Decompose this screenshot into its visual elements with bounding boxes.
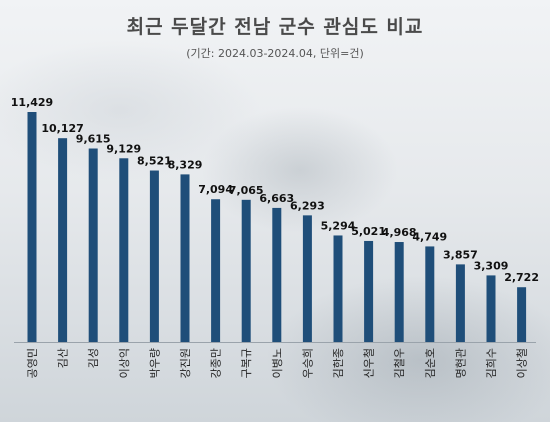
- bar-김순호: [425, 246, 435, 342]
- bar-이상철: [517, 287, 527, 342]
- category-label: 이병노: [271, 348, 284, 378]
- value-label: 2,722: [504, 271, 539, 284]
- category-label: 박우량: [148, 348, 161, 378]
- bar-구복규: [241, 199, 251, 342]
- value-label: 7,094: [198, 183, 233, 196]
- value-label: 4,968: [382, 226, 417, 239]
- bar-명현관: [455, 264, 465, 342]
- category-label: 김순호: [424, 348, 437, 378]
- category-label: 강종만: [210, 348, 223, 378]
- value-label: 8,521: [137, 155, 172, 168]
- category-label: 김한종: [332, 348, 345, 378]
- bar-우승희: [302, 215, 312, 342]
- bar-신우철: [364, 240, 374, 342]
- value-label: 6,293: [290, 199, 325, 212]
- category-label: 구복규: [240, 348, 253, 378]
- value-label: 4,749: [412, 230, 447, 243]
- value-label: 11,429: [11, 96, 53, 109]
- category-label: 강진원: [179, 348, 192, 378]
- bar-김성: [88, 148, 98, 342]
- bar-김철우: [394, 242, 404, 342]
- category-label: 김산: [57, 348, 70, 368]
- category-label: 우승희: [301, 348, 314, 378]
- bar-김희수: [486, 275, 496, 342]
- value-label: 3,857: [443, 248, 478, 261]
- bar-공영민: [27, 112, 37, 342]
- value-label: 8,329: [168, 158, 203, 171]
- category-label: 김희수: [485, 348, 498, 378]
- category-label: 이상철: [516, 348, 529, 378]
- value-label: 9,615: [76, 133, 111, 146]
- value-label: 7,065: [229, 184, 264, 197]
- category-label: 김성: [87, 348, 100, 368]
- value-label: 5,021: [351, 225, 386, 238]
- chart-title: 최근 두달간 전남 군수 관심도 비교: [126, 16, 424, 38]
- bar-김산: [58, 138, 68, 342]
- category-label: 명현관: [454, 348, 467, 378]
- value-label: 5,294: [321, 219, 356, 232]
- category-label: 신우철: [363, 348, 376, 378]
- value-label: 9,129: [106, 142, 141, 155]
- value-label: 6,663: [259, 192, 294, 205]
- bar-강진원: [180, 174, 190, 342]
- bar-이병노: [272, 207, 282, 342]
- value-label: 3,309: [474, 259, 509, 272]
- category-label: 공영민: [26, 348, 39, 378]
- bar-이상익: [119, 158, 129, 342]
- chart-subtitle: (기간: 2024.03-2024.04, 단위=건): [186, 47, 364, 60]
- value-label: 10,127: [41, 122, 83, 135]
- category-label: 김철우: [393, 348, 406, 378]
- bar-박우량: [149, 170, 159, 342]
- bar-강종만: [211, 199, 221, 342]
- bar-김한종: [333, 235, 343, 342]
- category-label: 이상익: [118, 348, 131, 378]
